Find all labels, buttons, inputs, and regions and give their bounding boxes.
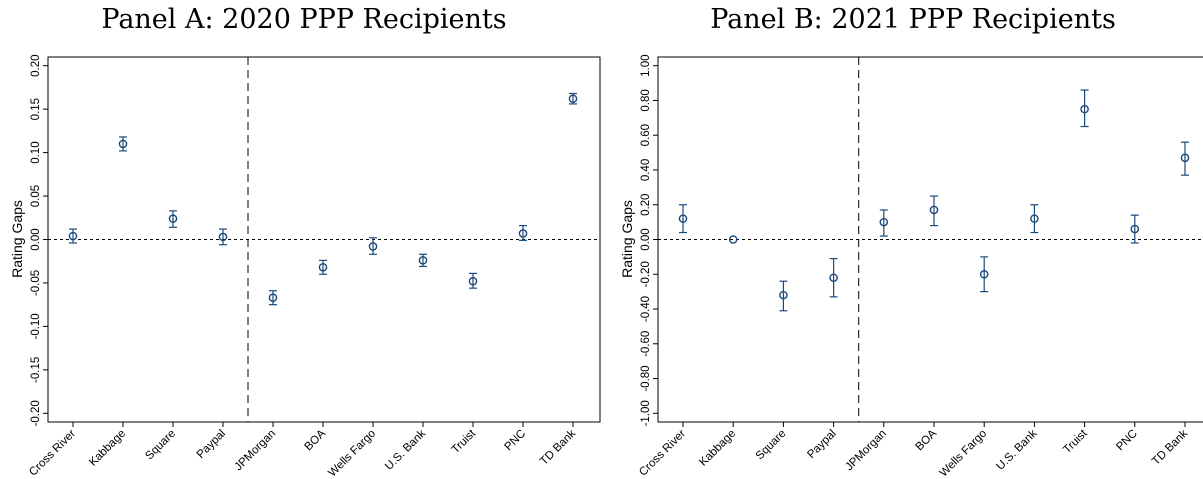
panel-b-y-tick-label: -1.00 <box>640 400 652 426</box>
panel-a-data-point <box>368 242 378 251</box>
panel-b-x-tick-label: Kabbage <box>697 428 738 469</box>
panel-b-x-tick-label: Cross River <box>637 428 688 479</box>
panel-b-data-point <box>1030 214 1039 223</box>
panel-a: Panel A: 2020 PPP Recipients Rating Gaps… <box>9 4 601 479</box>
panel-b-error-bar <box>829 258 838 298</box>
panel-a-error-bar <box>369 237 377 255</box>
panel-b-data-point <box>1080 104 1089 114</box>
panel-a-title: Panel A: 2020 PPP Recipients <box>101 4 506 35</box>
panel-a-x-tick-label: PNC <box>502 428 528 454</box>
panel-a-x-tick-label: TD Bank <box>538 427 578 467</box>
panel-a-x-tick-label: U.S. Bank <box>383 427 428 472</box>
panel-a-data-point <box>568 94 578 104</box>
panel-a-x-tick-label: Cross River <box>27 428 78 479</box>
panel-b-x-tick-label: Truist <box>1061 427 1090 456</box>
panel-b-x-tick-label: JPMorgan <box>843 428 889 474</box>
panel-a-data-point <box>468 276 478 286</box>
panel-a-data-point <box>68 231 78 241</box>
panel-a-x-tick-label: Kabbage <box>87 428 128 469</box>
panel-a-data-point <box>268 293 278 303</box>
panel-b-data-point <box>929 205 939 215</box>
panel-a-data-point <box>418 256 428 265</box>
panel-a-y-tick-label: -0.15 <box>30 357 42 383</box>
panel-b-data-point <box>728 235 738 244</box>
panel-a-y-tick-label: -0.20 <box>30 400 42 426</box>
panel-b-data-point <box>779 290 788 300</box>
panel-a-y-tick-label: 0.05 <box>30 185 42 207</box>
panel-b-error-bar <box>779 280 788 312</box>
panel-a-data-point <box>318 263 328 272</box>
panel-b-error-bar <box>930 195 938 227</box>
panel-b-x-tick-label: Square <box>754 428 789 463</box>
panel-a-x-tick-label: BOA <box>302 427 328 453</box>
panel-b-y-tick-label: 0.60 <box>640 124 652 146</box>
panel-b-x-tick-label: U.S. Bank <box>994 427 1039 472</box>
panel-a-x-tick-label: JPMorgan <box>233 428 279 474</box>
panel-a-data-point <box>218 232 228 242</box>
panel-b-y-tick-label: -0.80 <box>640 365 652 391</box>
panel-b-y-tick-label: -0.60 <box>640 331 652 357</box>
panel-b-x-tick-label: Paypal <box>805 428 838 461</box>
panel-b-x-tick-label: TD Bank <box>1150 427 1190 467</box>
panel-a-error-bar <box>519 224 527 241</box>
panel-b-data-point <box>1130 224 1140 234</box>
panel-a-error-bar <box>269 290 277 306</box>
panel-a-data-point <box>518 229 528 238</box>
panel-a-x-tick-label: Square <box>143 428 178 463</box>
panel-a-data-point <box>168 214 178 223</box>
panel-b-x-tick-label: Wells Fargo <box>938 428 990 479</box>
panel-b-x-tick-label: PNC <box>1114 428 1140 454</box>
panel-b-y-tick-label: 0.40 <box>640 159 652 181</box>
panel-b-error-bar <box>980 256 989 293</box>
panel-b-title: Panel B: 2021 PPP Recipients <box>710 4 1116 35</box>
panel-b-data-point <box>1180 153 1190 163</box>
panel-b-error-bar <box>1130 214 1139 244</box>
panel-b: Panel B: 2021 PPP Recipients Rating Gaps… <box>619 4 1203 479</box>
panel-a-x-tick-label: Wells Fargo <box>326 428 378 479</box>
panel-a-error-bar <box>469 272 477 289</box>
panel-a-error-bar <box>219 228 227 246</box>
panel-b-x-tick-label: BOA <box>913 427 939 453</box>
panel-a-data-point <box>118 139 128 149</box>
panel-a-error-bar <box>169 210 177 228</box>
panel-b-y-tick-label: 0.00 <box>640 228 652 250</box>
panel-a-y-tick-label: 0.15 <box>30 98 42 120</box>
panel-b-error-bar <box>1030 204 1039 234</box>
panel-b-data-point <box>879 217 889 227</box>
panel-a-error-bar <box>119 136 127 152</box>
panel-a-y-tick-label: 0.20 <box>30 54 42 76</box>
panel-b-y-axis-label: Rating Gaps <box>619 200 635 278</box>
panel-a-y-tick-label: -0.05 <box>30 270 42 296</box>
panel-a-x-tick-label: Paypal <box>195 428 228 461</box>
panel-a-y-tick-label: -0.10 <box>30 313 42 339</box>
panel-b-error-bar <box>879 209 888 237</box>
panel-b-y-tick-label: 1.00 <box>640 54 652 76</box>
panel-b-y-tick-label: -0.20 <box>640 261 652 287</box>
panel-b-error-bar <box>1080 89 1089 128</box>
panel-b-y-tick-label: 0.20 <box>640 194 652 216</box>
panel-b-data-point <box>979 269 989 279</box>
panel-a-y-axis-label: Rating Gaps <box>9 200 25 278</box>
panel-a-error-bar <box>69 228 77 244</box>
panel-b-error-bar <box>1181 141 1189 176</box>
panel-b-y-tick-label: -0.40 <box>640 296 652 322</box>
panel-a-y-tick-label: 0.00 <box>30 228 42 250</box>
panel-a-y-tick-label: 0.10 <box>30 141 42 163</box>
panel-a-error-bar <box>319 259 327 275</box>
panel-b-data-point <box>829 273 838 283</box>
panel-b-data-point <box>678 214 688 223</box>
panel-a-x-tick-label: Truist <box>450 427 479 456</box>
panel-b-error-bar <box>679 204 687 234</box>
panel-b-y-tick-label: 0.80 <box>640 89 652 111</box>
